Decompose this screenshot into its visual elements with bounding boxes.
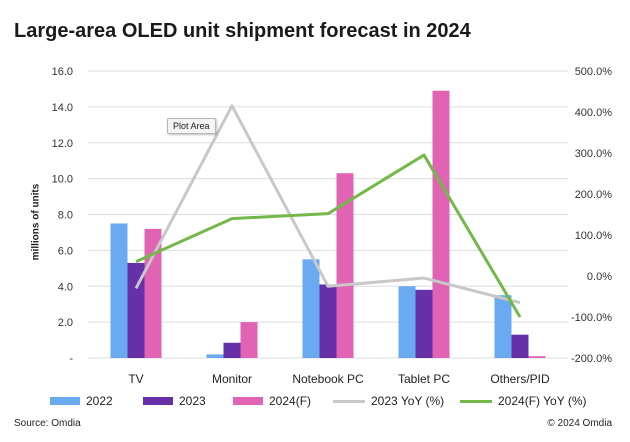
legend-label-2022: 2022 (86, 394, 113, 408)
legend-swatch-2024f (233, 397, 263, 405)
copyright-note: © 2024 Omdia (547, 418, 612, 429)
bar-2023-2 (319, 284, 337, 358)
y2-tick-label: 0.0% (587, 271, 612, 283)
x-tick-label: Tablet PC (398, 372, 450, 386)
line-2023-yoy- (134, 104, 521, 305)
line-2024-f-yoy- (135, 153, 522, 318)
legend-label-2024f: 2024(F) (269, 394, 312, 408)
bar-2023-3 (415, 289, 433, 358)
legend-label-2023-yoy: 2023 YoY (%) (371, 394, 445, 408)
bar-2023-0 (127, 262, 145, 358)
legend-swatch-2022 (50, 397, 80, 405)
y2-tick-label: 400.0% (575, 107, 613, 119)
x-tick-label: TV (128, 372, 143, 386)
y2-tick-label: 100.0% (575, 230, 613, 242)
bar-2024-f--0 (144, 228, 162, 358)
plot-area-tooltip: Plot Area (167, 118, 216, 134)
x-tick-label: Monitor (212, 372, 252, 386)
bar-2024-f--4 (528, 356, 546, 358)
bar-2022-2 (302, 259, 320, 358)
y2-tick-label: 200.0% (575, 189, 613, 201)
legend-label-2023: 2023 (179, 394, 206, 408)
y2-tick-label: -200.0% (571, 353, 612, 365)
bar-2023-4 (511, 334, 529, 358)
y2-tick-label: -100.0% (571, 312, 612, 324)
legend-swatch-2023 (143, 397, 173, 405)
legend-line-2024f-yoy (460, 399, 492, 403)
x-tick-label: Notebook PC (292, 372, 364, 386)
bar-2022-3 (398, 286, 416, 358)
y-tick-label: 12.0 (52, 138, 73, 150)
bar-2022-1 (206, 354, 224, 358)
legend-item-2023[interactable]: 2023 (143, 394, 206, 408)
bar-2024-f--3 (432, 90, 450, 358)
y-tick-label: 6.0 (58, 245, 73, 257)
y-tick-label: 2.0 (58, 317, 73, 329)
source-note: Source: Omdia (14, 418, 81, 429)
legend-item-2022[interactable]: 2022 (50, 394, 113, 408)
legend-item-2023-yoy[interactable]: 2023 YoY (%) (333, 394, 444, 408)
bar-2022-4 (494, 295, 512, 358)
y-tick-label: 14.0 (52, 102, 73, 114)
y-tick-label: 10.0 (52, 174, 73, 186)
bar-2024-f--2 (336, 173, 354, 358)
y-tick-label: 4.0 (58, 281, 73, 293)
y-tick-label: 8.0 (58, 210, 73, 222)
y2-tick-label: 500.0% (575, 66, 613, 78)
y-tick-label: - (69, 353, 73, 365)
chart-title: Large-area OLED unit shipment forecast i… (14, 20, 471, 42)
bar-2023-1 (223, 342, 241, 358)
x-tick-label: Others/PID (490, 372, 550, 386)
y-tick-label: 16.0 (52, 66, 73, 78)
legend: 2022 2023 2024(F) 2023 YoY (%) 2024(F) Y… (50, 394, 610, 410)
legend-item-2024f-yoy[interactable]: 2024(F) YoY (%) (460, 394, 587, 408)
legend-line-2023-yoy (333, 399, 365, 403)
bar-2024-f--1 (240, 322, 258, 358)
y2-tick-label: 300.0% (575, 148, 613, 160)
legend-item-2024f[interactable]: 2024(F) (233, 394, 311, 408)
legend-label-2024f-yoy: 2024(F) YoY (%) (498, 394, 587, 408)
bar-2022-0 (110, 223, 128, 358)
